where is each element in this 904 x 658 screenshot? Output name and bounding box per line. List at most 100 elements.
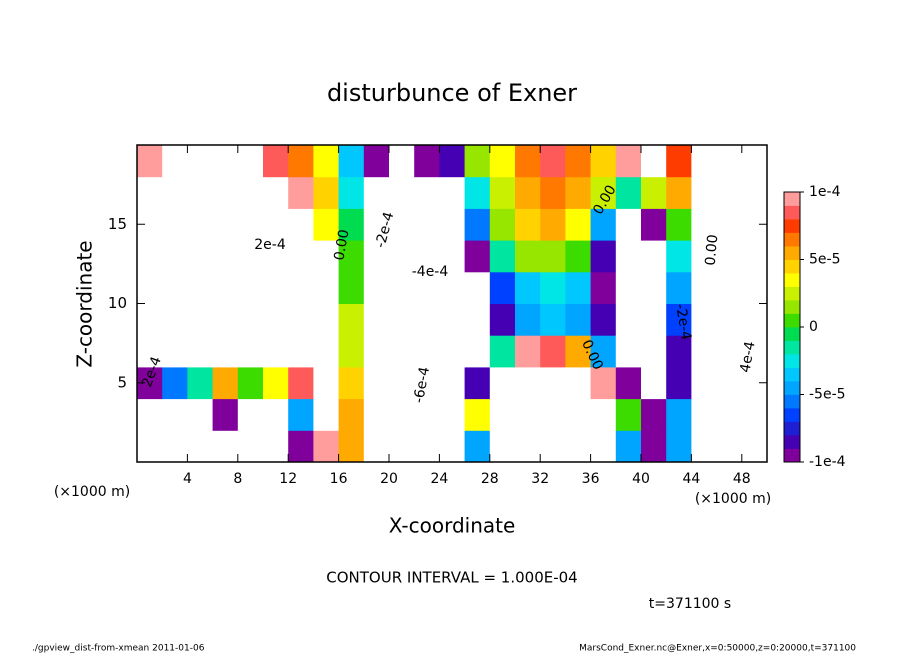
field-cell [515,271,541,304]
field-cell [540,303,566,336]
colorbar-swatch [784,394,800,409]
x-tick-label: 24 [430,471,448,487]
field-cell [212,271,239,304]
contour-label: -2e-4 [672,303,694,342]
contour-label: 4e-4 [737,340,758,374]
field-cell [363,303,390,336]
x-tick-label: 36 [582,471,600,487]
field-cell [187,335,214,368]
field-cell [565,398,592,431]
y-tick-label: 15 [108,215,127,233]
field-cell [515,366,541,400]
field-cell [615,208,642,241]
field-cell [338,430,365,463]
field-cell [237,176,264,209]
field-cell [137,430,163,463]
field-cell [212,303,239,336]
field-cell [590,176,617,209]
field-cell [338,176,365,209]
colorbar-swatch [784,232,800,247]
colorbar-swatch [784,408,800,422]
field-cell [464,145,491,178]
field-cell [187,145,214,178]
x-unit: (×1000 m) [695,491,771,507]
field-cell [641,430,667,463]
field-cell [212,145,239,178]
field-cell [263,366,289,400]
field-cell [313,430,340,463]
field-cell [263,303,289,336]
colorbar-swatch [784,259,800,274]
field-cell [237,303,264,336]
x-tick-label: 16 [330,471,348,487]
field-cell [615,430,642,463]
field-cell [666,366,692,400]
field-cell [212,335,239,368]
field-cell [489,240,516,273]
field-cell [414,208,440,241]
field-cell [137,271,163,304]
field-cell [540,398,566,431]
field-cell [666,271,692,304]
field-cell [414,430,440,463]
field-cell [741,430,768,463]
field-cell [691,240,718,273]
field-cell [162,271,188,304]
field-cell [237,430,264,463]
field-cell [288,398,314,431]
field-cell [414,366,440,400]
colorbar-swatch [784,205,800,220]
contour-interval: CONTOUR INTERVAL = 1.000E-04 [326,569,577,587]
field-cell [489,303,516,336]
field-cell [237,335,264,368]
field-cell [363,208,390,241]
field-cell [540,176,566,209]
field-cell [389,208,415,241]
field-cell [741,398,768,431]
time-label: t=371100 s [649,596,731,612]
field-cell [162,240,188,273]
field-cell [716,271,743,304]
field-cell [716,240,743,273]
field-cell [187,208,214,241]
field-cell [338,366,365,400]
field-cell [691,145,718,178]
field-cell [414,176,440,209]
field-cell [414,240,440,273]
field-cell [565,176,592,209]
x-tick-label: 28 [481,471,499,487]
field-cell [641,335,667,368]
field-cell [313,145,340,178]
field-cell [313,240,340,273]
field-cell [540,240,566,273]
field-cell [389,176,415,209]
field-cell [565,145,592,178]
field-cell [389,271,415,304]
field-cell [666,145,692,178]
colorbar-swatch [784,367,800,382]
colorbar-swatch [784,340,800,355]
field-cell [212,398,239,431]
field-cell [565,430,592,463]
field-cell [263,145,289,178]
field-cell [691,303,718,336]
field-cell [237,398,264,431]
field-cell [741,145,768,178]
field-cell [338,398,365,431]
field-cell [565,240,592,273]
field-cell [464,366,491,400]
field-cell [288,240,314,273]
field-cell [489,398,516,431]
colorbar-swatch [784,313,800,328]
field-cell [137,335,163,368]
field-cell [716,430,743,463]
field-cell [338,335,365,368]
field-cell [439,430,466,463]
field-cell [162,145,188,178]
field-cell [489,208,516,241]
field-cell [338,208,365,241]
field-cell [212,430,239,463]
field-cell [288,366,314,400]
field-cell [288,335,314,368]
field-cell [313,176,340,209]
